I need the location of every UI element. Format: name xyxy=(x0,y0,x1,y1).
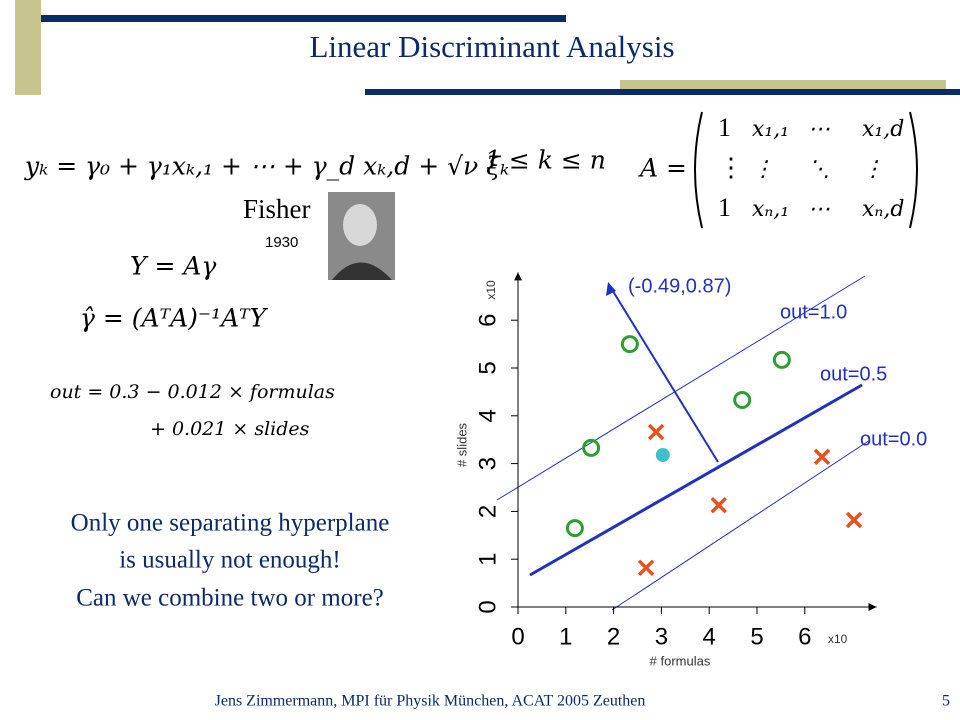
x-unit: x10 xyxy=(828,632,848,646)
matrix-cell: ⋯ xyxy=(808,197,830,222)
point-circle xyxy=(620,335,639,354)
equation: yₖ = γ₀ + γ₁xₖ,₁ + ⋯ + γ_d xₖ,d + √ν ξₖ xyxy=(24,152,509,181)
x-tick-label: 2 xyxy=(607,623,620,650)
deco-line xyxy=(41,15,566,22)
y-tick-label: 5 xyxy=(474,361,501,374)
note: Only one separating hyperplane xyxy=(71,510,390,537)
y-axis-arrow xyxy=(514,272,522,281)
arrow-head xyxy=(606,282,616,296)
portrait-body xyxy=(332,262,392,280)
matrix-cell: x₁,d xyxy=(862,117,904,142)
x-tick-label: 1 xyxy=(559,623,572,650)
point-circle xyxy=(733,391,752,410)
x-tick-label: 5 xyxy=(750,623,763,650)
note: Can we combine two or more? xyxy=(76,585,384,612)
matrix-cell: ⋮ xyxy=(718,153,744,182)
boundary-line xyxy=(496,275,866,501)
matrix-cell: 1 xyxy=(718,193,731,222)
deco-line xyxy=(365,89,960,95)
equation: Y = Aγ xyxy=(130,252,216,281)
y-tick-label: 3 xyxy=(474,457,501,470)
annotation: out=1.0 xyxy=(780,301,847,323)
equation: out = 0.3 − 0.012 × formulas xyxy=(50,381,335,403)
point-dot xyxy=(655,447,670,462)
matrix-cell: x₁,₁ xyxy=(752,117,789,142)
fisher-year: 1930 xyxy=(265,234,298,251)
equation: γ̂ = (AᵀA)⁻¹AᵀY xyxy=(80,304,269,333)
x-tick-label: 4 xyxy=(703,623,716,650)
point-cross xyxy=(647,423,665,441)
matrix-bracket xyxy=(694,111,918,229)
boundary-line xyxy=(529,383,863,577)
matrix-cell: ⋯ xyxy=(808,117,830,142)
annotation: out=0.5 xyxy=(820,363,887,385)
boundary-line xyxy=(611,439,871,611)
y-tick-label: 0 xyxy=(474,600,501,613)
normal-arrow xyxy=(610,287,719,463)
title: Linear Discriminant Analysis xyxy=(309,29,674,64)
matrix-cell: 1 xyxy=(718,113,731,142)
y-axis-label: # slides xyxy=(454,422,469,467)
point-cross xyxy=(813,448,831,466)
fisher-name: Fisher xyxy=(243,194,311,224)
y-tick-label: 1 xyxy=(474,553,501,566)
matrix-cell: xₙ,d xyxy=(862,197,904,222)
equation: + 0.021 × slides xyxy=(150,418,310,440)
x-tick-label: 0 xyxy=(511,623,524,650)
x-axis-label: # formulas xyxy=(650,653,711,668)
x-axis-arrow xyxy=(868,603,877,611)
annotation: (-0.49,0.87) xyxy=(628,275,731,297)
point-circle xyxy=(772,350,791,369)
annotation: out=0.0 xyxy=(860,428,927,450)
page-number: 5 xyxy=(942,693,950,710)
matrix-cell: xₙ,₁ xyxy=(752,197,789,222)
matrix-cell: ⋮ xyxy=(752,157,774,182)
portrait-face xyxy=(343,204,377,246)
y-tick-label: 2 xyxy=(474,505,501,518)
footer: Jens Zimmermann, MPI für Physik München,… xyxy=(215,693,646,710)
equation: 1 ≤ k ≤ n xyxy=(485,146,606,175)
matrix-cell: ⋮ xyxy=(862,157,884,182)
x-tick-label: 3 xyxy=(655,623,668,650)
y-unit: x10 xyxy=(484,280,498,300)
point-cross xyxy=(710,496,727,514)
point-circle xyxy=(565,519,584,538)
note: is usually not enough! xyxy=(119,547,341,574)
equation: A = xyxy=(638,154,687,183)
point-cross xyxy=(845,511,863,529)
y-tick-label: 4 xyxy=(474,409,501,422)
x-tick-label: 6 xyxy=(798,623,811,650)
point-circle xyxy=(582,438,601,457)
y-tick-label: 6 xyxy=(474,314,501,327)
matrix-cell: ⋱ xyxy=(808,157,830,182)
deco-bar xyxy=(15,0,41,95)
point-cross xyxy=(637,559,655,577)
